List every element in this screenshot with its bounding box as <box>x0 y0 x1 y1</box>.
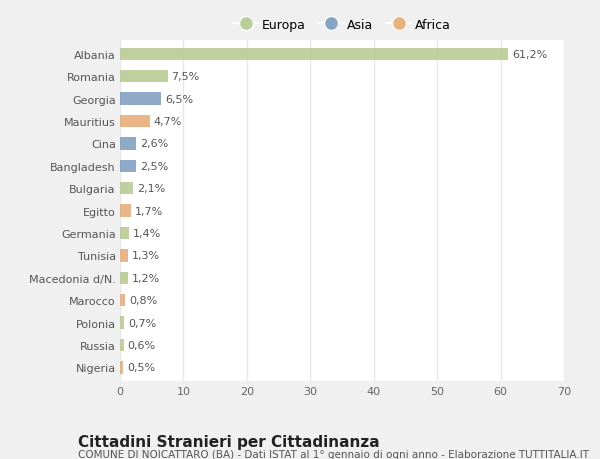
Text: 0,6%: 0,6% <box>128 340 156 350</box>
Text: COMUNE DI NOICATTARO (BA) - Dati ISTAT al 1° gennaio di ogni anno - Elaborazione: COMUNE DI NOICATTARO (BA) - Dati ISTAT a… <box>78 449 589 459</box>
Text: 1,4%: 1,4% <box>133 229 161 239</box>
Bar <box>120 116 150 128</box>
Text: 6,5%: 6,5% <box>165 95 193 104</box>
Legend: Europa, Asia, Africa: Europa, Asia, Africa <box>229 14 455 37</box>
Bar <box>120 49 508 61</box>
Text: 0,8%: 0,8% <box>129 296 157 306</box>
Text: 4,7%: 4,7% <box>154 117 182 127</box>
Bar <box>120 272 128 284</box>
Bar <box>120 93 161 106</box>
Text: 2,5%: 2,5% <box>140 162 168 172</box>
Bar <box>120 317 124 329</box>
Text: 61,2%: 61,2% <box>512 50 547 60</box>
Text: 1,2%: 1,2% <box>131 273 160 283</box>
Bar <box>120 250 128 262</box>
Bar <box>120 361 123 374</box>
Bar <box>120 71 167 83</box>
Bar <box>120 205 131 217</box>
Text: 1,7%: 1,7% <box>134 206 163 216</box>
Text: 7,5%: 7,5% <box>172 72 200 82</box>
Bar <box>120 227 129 240</box>
Bar <box>120 160 136 173</box>
Text: Cittadini Stranieri per Cittadinanza: Cittadini Stranieri per Cittadinanza <box>78 434 380 449</box>
Text: 0,7%: 0,7% <box>128 318 157 328</box>
Bar <box>120 294 125 307</box>
Text: 0,5%: 0,5% <box>127 363 155 373</box>
Text: 2,1%: 2,1% <box>137 184 166 194</box>
Bar <box>120 183 133 195</box>
Text: 1,3%: 1,3% <box>132 251 160 261</box>
Text: 2,6%: 2,6% <box>140 139 169 149</box>
Bar <box>120 138 136 150</box>
Bar <box>120 339 124 351</box>
